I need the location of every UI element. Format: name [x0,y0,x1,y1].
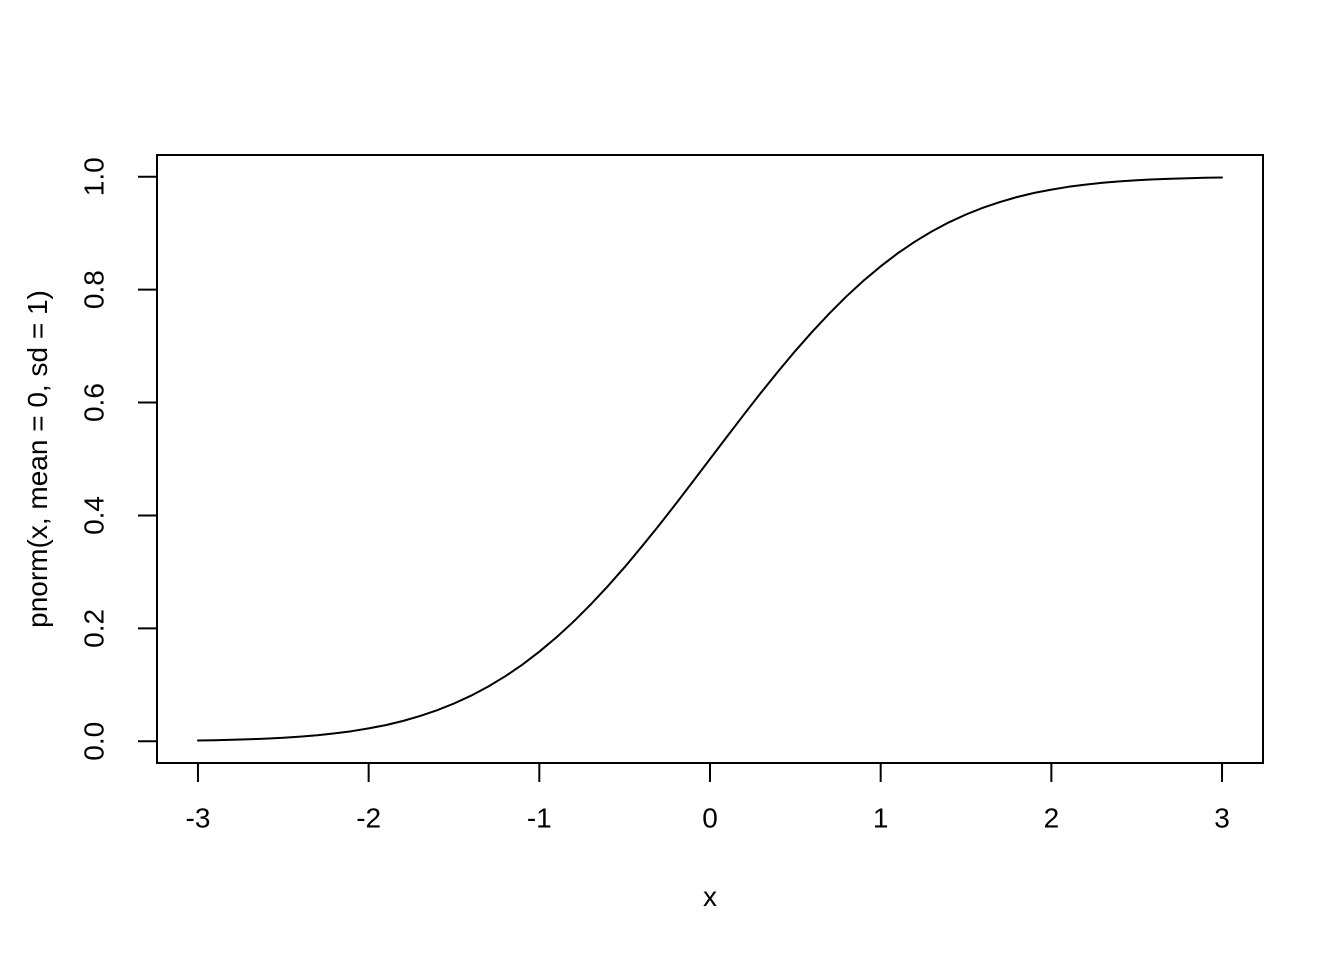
x-tick-label: 0 [702,803,718,834]
x-tick-label: 2 [1044,803,1060,834]
x-tick-label: -2 [356,803,381,834]
x-tick-label: 3 [1214,803,1230,834]
cdf-curve [197,176,1223,742]
y-tick-label: 0.8 [79,270,110,309]
x-tick-label: -3 [186,803,211,834]
plot-box [156,154,1264,764]
x-tick-label: -1 [527,803,552,834]
y-tick-label: 0.4 [79,496,110,535]
y-tick-label: 0.6 [79,383,110,422]
y-axis-label: pnorm(x, mean = 0, sd = 1) [22,290,53,628]
y-tick-label: 0.2 [79,609,110,648]
x-tick-label: 1 [873,803,889,834]
x-axis-label: x [703,881,717,912]
y-tick-label: 1.0 [79,157,110,196]
y-tick-label: 0.0 [79,722,110,761]
